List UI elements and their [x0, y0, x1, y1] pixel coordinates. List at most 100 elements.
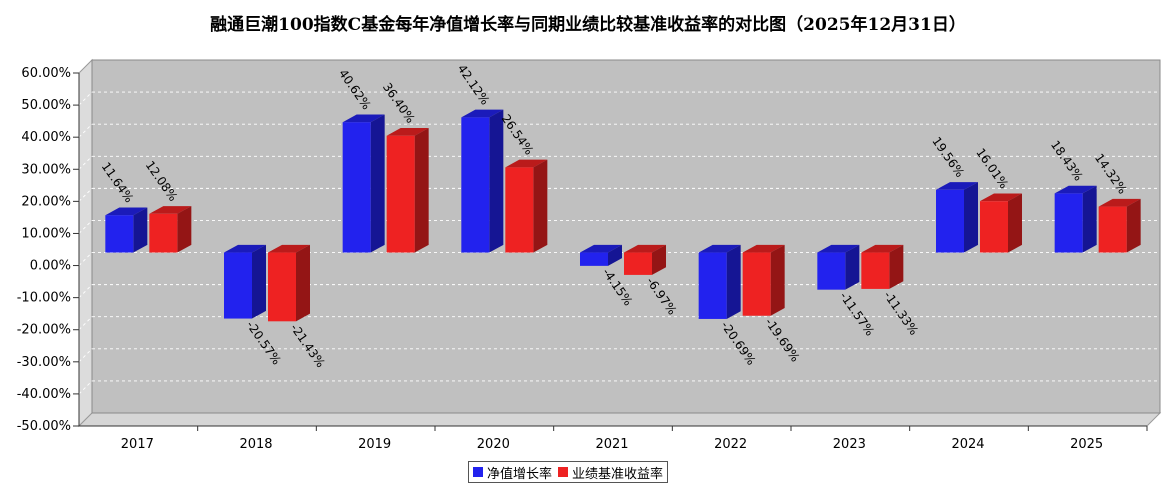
x-tick-label: 2023: [833, 437, 866, 452]
y-tick-label: 10.00%: [21, 226, 71, 241]
bar-2021-series-1: [580, 244, 622, 266]
bar-front: [224, 252, 252, 319]
bar-side: [489, 109, 504, 253]
x-tick-label: 2022: [714, 437, 747, 452]
bar-side: [652, 244, 666, 275]
bar-2019-series-2: [386, 128, 429, 253]
bar-front: [342, 122, 371, 253]
bar-2024-series-2: [980, 193, 1022, 253]
left-wall: [78, 58, 93, 428]
bar-front: [386, 135, 415, 253]
chart-title: 融通巨潮100指数C基金每年净值增长率与同期业绩比较基准收益率的对比图（2025…: [210, 15, 966, 35]
bar-front: [817, 252, 846, 290]
bar-top: [505, 159, 548, 168]
bar-top: [698, 244, 741, 253]
x-tick-label: 2019: [358, 437, 391, 452]
bar-front: [105, 215, 134, 253]
bar-front: [461, 117, 490, 253]
bar-front: [698, 252, 727, 319]
legend-label-nav-growth: 净值增长率: [487, 466, 553, 482]
legend-label-benchmark: 业绩基准收益率: [572, 466, 664, 482]
bar-top: [861, 244, 904, 253]
y-tick-label: -10.00%: [17, 291, 71, 306]
y-tick-label: -30.00%: [17, 355, 71, 370]
bar-top: [105, 207, 148, 216]
bar-side: [252, 244, 266, 319]
bar-side: [726, 244, 741, 319]
bar-side: [1082, 185, 1097, 253]
bar-top: [817, 244, 860, 253]
bar-2019-series-1: [342, 114, 385, 253]
bar-side: [770, 244, 785, 316]
bar-top: [580, 244, 622, 253]
bar-side: [1008, 193, 1022, 253]
y-tick-label: -40.00%: [17, 387, 71, 402]
y-tick-label: -20.00%: [17, 323, 71, 338]
bar-2023-series-2: [861, 244, 904, 289]
legend-item-nav-growth: 净值增长率: [473, 463, 552, 482]
bar-top: [386, 128, 429, 136]
bar-top: [149, 206, 192, 214]
bar-side: [608, 244, 622, 266]
bar-side: [370, 114, 385, 253]
bar-2018-series-2: [268, 244, 310, 322]
x-tick-label: 2018: [239, 437, 272, 452]
bar-front: [980, 201, 1008, 253]
bar-front: [505, 167, 534, 253]
x-tick-label: 2025: [1070, 437, 1103, 452]
chart-legend: 净值增长率 业绩基准收益率: [468, 461, 669, 483]
bar-side: [1126, 198, 1141, 253]
bar-front: [624, 252, 652, 275]
bar-front: [1054, 193, 1083, 253]
bar-top: [342, 114, 385, 123]
y-tick-label: -50.00%: [17, 419, 71, 434]
bar-side: [889, 244, 904, 289]
bar-front: [742, 252, 771, 316]
bar-side: [414, 128, 429, 253]
bar-side: [964, 182, 978, 253]
bar-top: [624, 244, 666, 253]
legend-swatch-blue: [473, 467, 483, 477]
bar-side: [133, 207, 148, 253]
bar-top: [461, 109, 504, 118]
bar-2023-series-1: [817, 244, 860, 290]
x-tick-label: 2024: [951, 437, 984, 452]
bar-2017-series-1: [105, 207, 148, 253]
x-tick-label: 2017: [121, 437, 154, 452]
y-tick-label: 50.00%: [21, 98, 71, 113]
bar-front: [149, 213, 178, 253]
y-tick-label: 60.00%: [21, 66, 71, 81]
y-tick-label: 0.00%: [30, 259, 71, 274]
bar-top: [936, 182, 978, 190]
bar-top: [268, 244, 310, 253]
bar-front: [580, 252, 608, 266]
bar-2025-series-2: [1098, 198, 1141, 253]
bar-2020-series-2: [505, 159, 548, 253]
bar-2024-series-1: [936, 182, 978, 253]
x-tick-label: 2021: [595, 437, 628, 452]
bar-2025-series-1: [1054, 185, 1097, 253]
bar-2020-series-1: [461, 109, 504, 253]
bar-side: [177, 206, 192, 253]
bar-top: [980, 193, 1022, 202]
bar-front: [861, 252, 890, 289]
bar-2022-series-1: [698, 244, 741, 319]
legend-swatch-red: [558, 467, 569, 477]
bar-side: [296, 244, 310, 322]
bar-2021-series-2: [624, 244, 666, 275]
bar-front: [936, 189, 964, 253]
y-tick-label: 20.00%: [21, 194, 71, 209]
bar-2022-series-2: [742, 244, 785, 316]
x-tick-label: 2020: [477, 437, 510, 452]
bar-2018-series-1: [224, 244, 266, 319]
legend-item-benchmark: 业绩基准收益率: [558, 463, 663, 482]
floor: [77, 412, 1162, 427]
bar-2017-series-2: [149, 206, 192, 253]
y-tick-label: 40.00%: [21, 130, 71, 145]
bar-top: [224, 244, 266, 253]
bar-front: [1098, 206, 1127, 253]
bar-side: [845, 244, 860, 290]
bar-top: [742, 244, 785, 253]
bar-front: [268, 252, 296, 322]
